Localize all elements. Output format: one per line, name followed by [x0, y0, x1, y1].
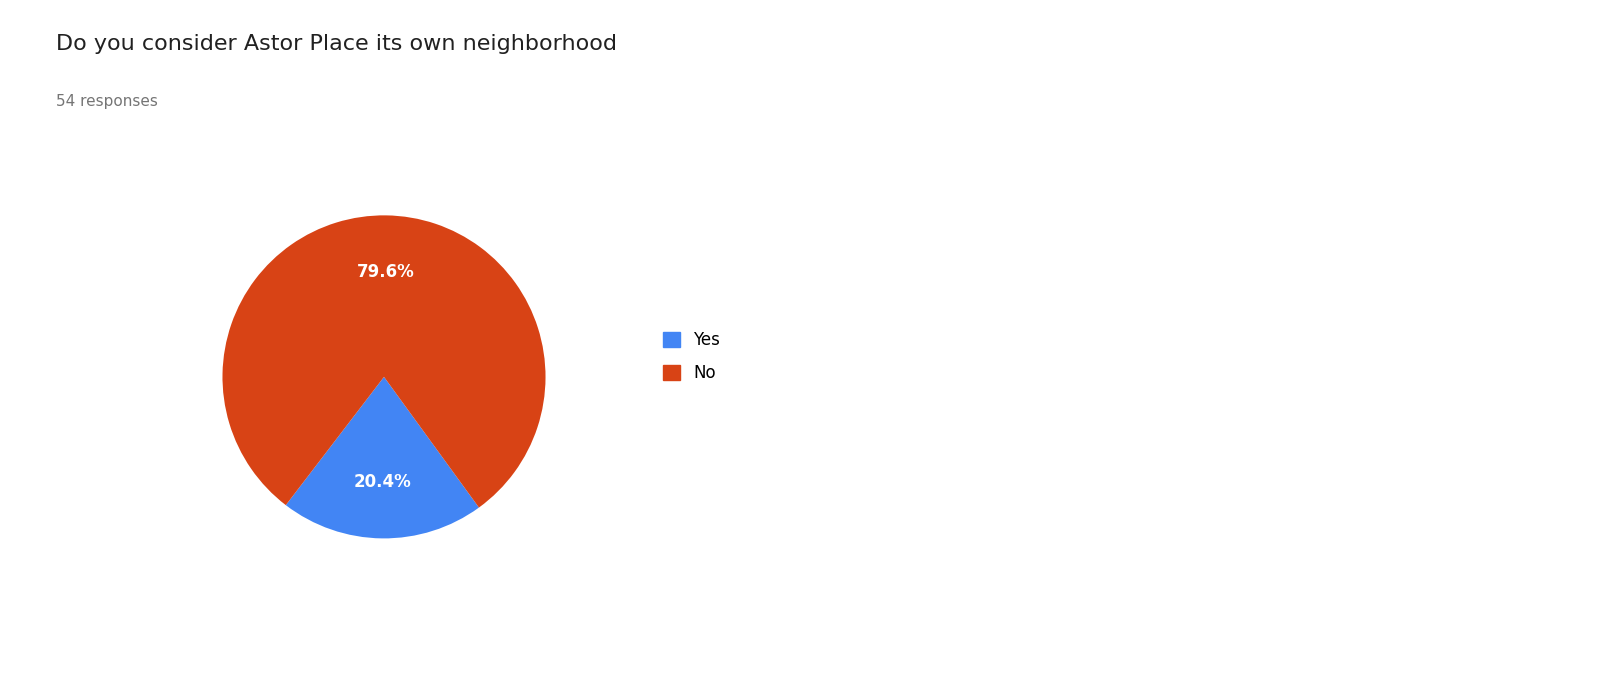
Text: 54 responses: 54 responses	[56, 94, 158, 109]
Text: Do you consider Astor Place its own neighborhood: Do you consider Astor Place its own neig…	[56, 34, 618, 54]
Text: 79.6%: 79.6%	[357, 263, 414, 281]
Wedge shape	[222, 215, 546, 507]
Legend: Yes, No: Yes, No	[654, 323, 728, 390]
Wedge shape	[286, 377, 478, 538]
Text: 20.4%: 20.4%	[354, 473, 411, 491]
